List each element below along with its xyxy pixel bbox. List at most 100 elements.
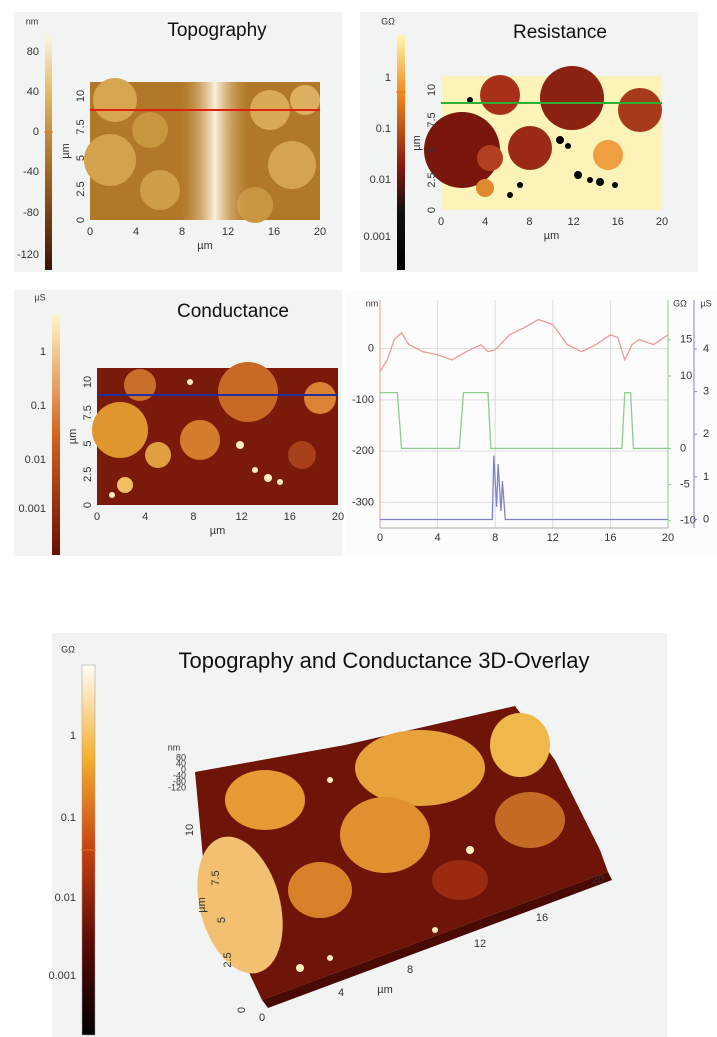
topography-image-shape [268,141,316,189]
colorbar-unit: GΩ [61,644,75,654]
x-tick-label: 16 [268,226,280,238]
y3-tick-label: 2 [703,428,709,440]
topography-image [84,78,320,223]
y2-tick-label: 10 [680,370,692,382]
colorbar-tick-label: -80 [23,207,39,219]
y-tick-label: 5 [216,917,228,923]
y-tick-label: 2.5 [75,181,87,196]
y2-tick-label: -5 [680,478,690,490]
x-tick-label: 12 [547,532,559,544]
colorbar-tick-label: 1 [40,346,46,358]
colorbar-tick-label: 0.1 [376,123,391,135]
x-tick-label: 16 [536,912,548,924]
y-tick-label: 0 [236,1007,248,1013]
x-tick-label: 20 [314,226,326,238]
conductance-image-shape [288,441,316,469]
z-tick-label: -120 [168,782,186,792]
overlay-surface-shape [432,860,488,900]
x-tick-label: 16 [612,216,624,228]
panel-title: Topography [167,20,267,41]
y-tick-label: 5 [75,155,87,161]
y-tick-label: -300 [352,496,374,508]
resistance-image-shape [507,192,513,198]
x-tick-label: 16 [604,532,616,544]
conductance-image-shape [218,362,278,422]
y-axis-label: µm [67,429,79,445]
colorbar-tick-label: -40 [23,166,39,178]
y-tick-label: 5 [82,440,94,446]
resistance-image-shape [517,182,523,188]
overlay-surface-shape [466,846,474,854]
y-axis-label: µm [196,897,208,913]
y-tick-label: 10 [184,824,196,836]
colorbar-tick-label: 1 [70,730,76,742]
resistance-image-shape [480,75,520,115]
resistance-image-shape [596,178,604,186]
resistance-image-shape [508,126,552,170]
x-axis-label: µm [544,230,560,242]
conductance-image-shape [117,477,133,493]
conductance-image-shape [180,420,220,460]
colorbar-unit: nm [26,16,39,26]
topography-image-shape [140,170,180,210]
x-axis-label: µm [377,984,393,996]
x-tick-label: 0 [377,532,383,544]
y3-tick-label: 0 [703,513,709,525]
overlay-surface-shape [340,797,430,873]
axis-unit: GΩ [673,298,687,308]
y-tick-label: 5 [426,147,438,153]
topography-image-shape [180,82,250,220]
conductance-image-shape [124,369,156,401]
panel-background-shape [345,290,717,556]
resistance-image-shape [618,88,662,132]
colorbar-tick-label: 0.1 [31,400,46,412]
y3-tick-label: 1 [703,471,709,483]
resistance-image-shape [476,179,494,197]
colorbar-shape [52,315,60,555]
x-tick-label: 0 [259,1012,265,1024]
overlay-surface-shape [490,713,550,777]
colorbar-tick-label: 0.01 [25,454,46,466]
y-tick-label: 7.5 [75,119,87,134]
conductance-image-shape [252,467,258,473]
overlay-title: Topography and Conductance 3D-Overlay [179,648,590,673]
conductance-image-shape [92,402,148,458]
y-tick-label: 2.5 [82,467,94,482]
resistance-image-shape [593,140,623,170]
y-tick-label: 0 [75,217,87,223]
y-axis-label: µm [60,143,72,159]
x-axis-label: µm [197,240,213,252]
y2-tick-label: 15 [680,334,692,346]
resistance-image-shape [612,182,618,188]
x-tick-label: 8 [190,511,196,523]
y-tick-label: 0 [426,207,438,213]
panel-title: Resistance [513,22,607,43]
y-tick-label: 10 [426,84,438,96]
x-tick-label: 8 [492,532,498,544]
x-tick-label: 8 [526,216,532,228]
x-tick-label: 4 [435,532,441,544]
topography-image-shape [93,78,137,122]
y-tick-label: 0 [82,502,94,508]
x-tick-label: 16 [284,511,296,523]
x-tick-label: 12 [235,511,247,523]
y-tick-label: 7.5 [82,405,94,420]
x-tick-label: 20 [662,532,674,544]
conductance-image-shape [264,474,272,482]
y-tick-label: 2.5 [222,952,234,967]
overlay-surface-shape [432,927,438,933]
x-tick-label: 4 [338,987,344,999]
resistance-image-shape [574,171,582,179]
conductance-image-shape [109,492,115,498]
topography-image-shape [84,134,136,186]
colorbar-shape [397,35,405,270]
y3-tick-label: 3 [703,386,709,398]
x-tick-label: 0 [438,216,444,228]
conductance-image-shape [145,442,171,468]
colorbar-unit: GΩ [381,16,395,26]
figure: Topography Resistance Conductance Topogr… [0,0,717,1037]
resistance-image-shape [540,66,604,130]
x-tick-label: 20 [592,874,604,886]
x-tick-label: 4 [482,216,488,228]
conductance-image-shape [304,382,336,414]
